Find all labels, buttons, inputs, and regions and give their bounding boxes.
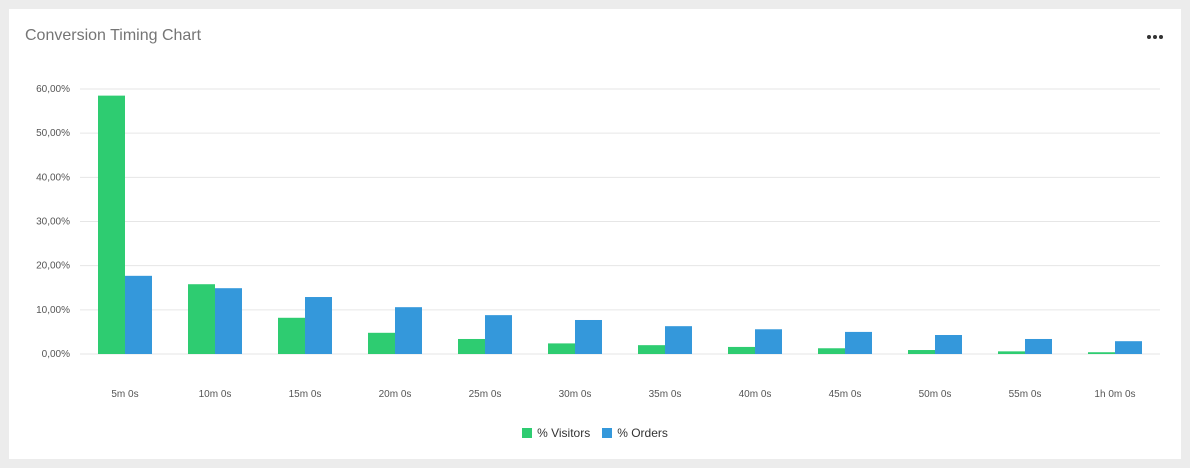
legend-label-visitors: % Visitors: [537, 426, 591, 440]
x-tick-label: 40m 0s: [739, 389, 772, 400]
bar-visitors[interactable]: [818, 348, 845, 354]
legend-swatch-orders: [602, 428, 613, 438]
x-tick-label: 5m 0s: [111, 389, 138, 400]
x-tick-label: 1h 0m 0s: [1094, 389, 1135, 400]
x-tick-label: 30m 0s: [559, 389, 592, 400]
bar-orders[interactable]: [845, 331, 872, 354]
x-tick-label: 45m 0s: [829, 389, 862, 400]
bar-visitors[interactable]: [458, 338, 485, 354]
legend-item-visitors[interactable]: % Visitors: [522, 426, 590, 440]
bar-orders[interactable]: [755, 329, 782, 354]
legend-label-orders: % Orders: [617, 426, 668, 440]
legend-item-orders[interactable]: % Orders: [602, 426, 668, 440]
x-tick-label: 55m 0s: [1009, 389, 1042, 400]
chart-legend: % Visitors % Orders: [9, 426, 1181, 440]
bar-orders[interactable]: [215, 288, 242, 354]
x-tick-label: 35m 0s: [649, 389, 682, 400]
y-tick-label: 40,00%: [36, 172, 70, 183]
y-tick-label: 20,00%: [36, 261, 70, 272]
bar-visitors[interactable]: [278, 317, 305, 354]
bar-orders[interactable]: [935, 335, 962, 354]
x-tick-label: 15m 0s: [289, 389, 322, 400]
bar-visitors[interactable]: [548, 343, 575, 354]
y-tick-label: 30,00%: [36, 217, 70, 228]
bar-visitors[interactable]: [368, 332, 395, 354]
chart-card: Conversion Timing Chart 0,00% 10,00% 20,00…: [9, 9, 1181, 459]
bar-visitors[interactable]: [998, 351, 1025, 354]
bar-orders[interactable]: [485, 315, 512, 354]
bar-visitors[interactable]: [728, 346, 755, 354]
bar-visitors[interactable]: [188, 284, 215, 354]
bar-orders[interactable]: [1025, 338, 1052, 354]
bar-orders[interactable]: [1115, 341, 1142, 354]
bar-visitors[interactable]: [908, 350, 935, 354]
bar-orders[interactable]: [665, 326, 692, 354]
x-tick-label: 25m 0s: [469, 389, 502, 400]
y-tick-label: 0,00%: [42, 349, 70, 360]
bar-visitors[interactable]: [98, 95, 125, 354]
x-tick-label: 20m 0s: [379, 389, 412, 400]
bar-chart: 0,00% 10,00% 20,00% 30,00% 40,00% 50,00% 60,00…: [36, 84, 1160, 400]
chart-title: Conversion Timing Chart: [25, 27, 202, 44]
x-tick-label: 10m 0s: [199, 389, 232, 400]
bar-visitors[interactable]: [1088, 352, 1115, 354]
y-tick-label: 60,00%: [36, 84, 70, 95]
legend-swatch-visitors: [522, 428, 533, 438]
y-tick-label: 50,00%: [36, 128, 70, 139]
more-options-button[interactable]: [1145, 26, 1165, 46]
bar-visitors[interactable]: [638, 345, 665, 354]
more-horizontal-icon: [1147, 35, 1151, 39]
bar-orders[interactable]: [305, 297, 332, 354]
x-tick-label: 50m 0s: [919, 389, 952, 400]
y-tick-label: 10,00%: [36, 305, 70, 316]
bar-orders[interactable]: [575, 319, 602, 354]
bar-orders[interactable]: [395, 307, 422, 354]
bar-orders[interactable]: [125, 275, 152, 354]
